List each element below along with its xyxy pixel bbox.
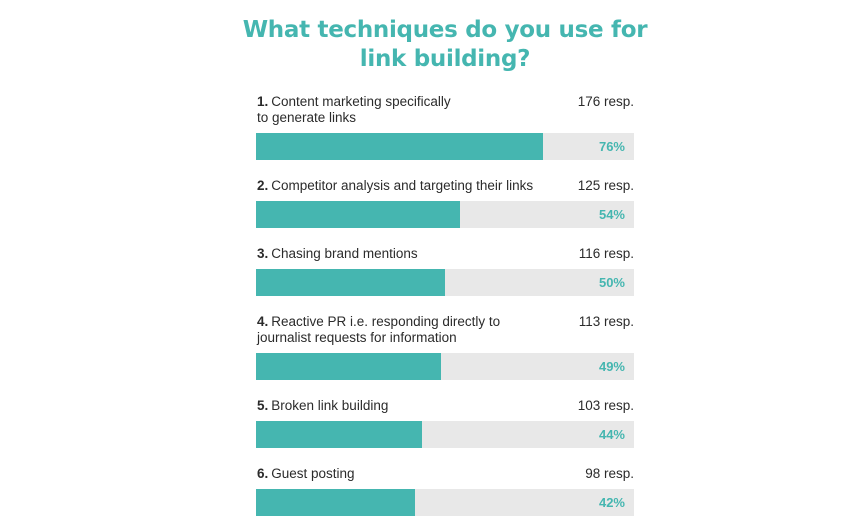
bar-label-line-1: Competitor analysis and targeting their … [271, 178, 534, 193]
bar-label-line-2: journalist requests for information [257, 330, 457, 345]
bar-row-5: 5. Broken link building 103 resp. 44% [256, 397, 634, 448]
row-spacer [256, 160, 634, 177]
response-count: 98 resp. [585, 466, 634, 481]
bar-rank: 1. [257, 94, 269, 109]
bar-label-line-1: Content marketing specifically [271, 94, 451, 109]
row-spacer [256, 228, 634, 245]
bar-track: 44% [256, 421, 634, 448]
bar-rank: 4. [257, 314, 269, 329]
chart-title: What techniques do you use for link buil… [0, 16, 855, 74]
bar-label: 6. Guest posting [257, 466, 355, 482]
percent-label: 54% [598, 207, 625, 222]
bar-label: 5. Broken link building [257, 398, 388, 414]
bar-row-2: 2. Competitor analysis and targeting thei… [256, 177, 634, 228]
bar-label: 3. Chasing brand mentions [257, 246, 418, 262]
response-count: 176 resp. [577, 94, 634, 109]
bar-row-header: 4. Reactive PR i.e. responding directly t… [256, 313, 634, 353]
bar-track: 42% [256, 489, 634, 516]
bar-label-line-1: Chasing brand mentions [271, 246, 418, 261]
chart-title-line-2: link building? [359, 46, 531, 72]
bar-fill [256, 489, 415, 516]
bar-track: 49% [256, 353, 634, 380]
row-spacer [256, 296, 634, 313]
percent-label: 42% [598, 495, 625, 510]
bar-row-4: 4. Reactive PR i.e. responding directly t… [256, 313, 634, 380]
response-count: 103 resp. [577, 398, 634, 413]
response-count: 116 resp. [578, 246, 634, 261]
bar-label-line-1: Guest posting [271, 466, 355, 481]
row-spacer [256, 380, 634, 397]
response-count: 113 resp. [578, 314, 634, 329]
bar-row-6: 6. Guest posting 98 resp. 42% [256, 465, 634, 516]
bar-label: 1. Content marketing specifically to gener… [257, 94, 451, 126]
bar-fill [256, 421, 422, 448]
chart-title-line-1: What techniques do you use for [242, 17, 648, 43]
bar-fill [256, 353, 441, 380]
bar-rank: 6. [257, 466, 269, 481]
bar-row-header: 1. Content marketing specifically to gener… [256, 93, 634, 133]
bar-row-header: 5. Broken link building 103 resp. [256, 397, 634, 421]
bar-rank: 2. [257, 178, 269, 193]
percent-label: 50% [598, 275, 625, 290]
percent-label: 44% [598, 427, 625, 442]
bar-row-1: 1. Content marketing specifically to gener… [256, 93, 634, 160]
bar-row-3: 3. Chasing brand mentions 116 resp. 50% [256, 245, 634, 296]
bar-label-line-2: to generate links [257, 110, 357, 125]
bar-fill [256, 201, 460, 228]
percent-label: 49% [598, 359, 625, 374]
bar-rank: 3. [257, 246, 269, 261]
bar-track: 76% [256, 133, 634, 160]
bar-fill [256, 269, 445, 296]
bar-track: 54% [256, 201, 634, 228]
bar-row-header: 2. Competitor analysis and targeting thei… [256, 177, 634, 201]
bar-label: 2. Competitor analysis and targeting thei… [257, 178, 533, 194]
bar-label: 4. Reactive PR i.e. responding directly t… [257, 314, 500, 346]
bar-label-line-1: Reactive PR i.e. responding directly to [271, 314, 501, 329]
bar-label-line-1: Broken link building [271, 398, 389, 413]
row-spacer [256, 448, 634, 465]
bar-rank: 5. [257, 398, 269, 413]
bar-row-header: 3. Chasing brand mentions 116 resp. [256, 245, 634, 269]
bar-track: 50% [256, 269, 634, 296]
bar-fill [256, 133, 543, 160]
bar-chart: 1. Content marketing specifically to gener… [256, 93, 634, 516]
bar-row-header: 6. Guest posting 98 resp. [256, 465, 634, 489]
percent-label: 76% [598, 139, 625, 154]
response-count: 125 resp. [577, 178, 634, 193]
